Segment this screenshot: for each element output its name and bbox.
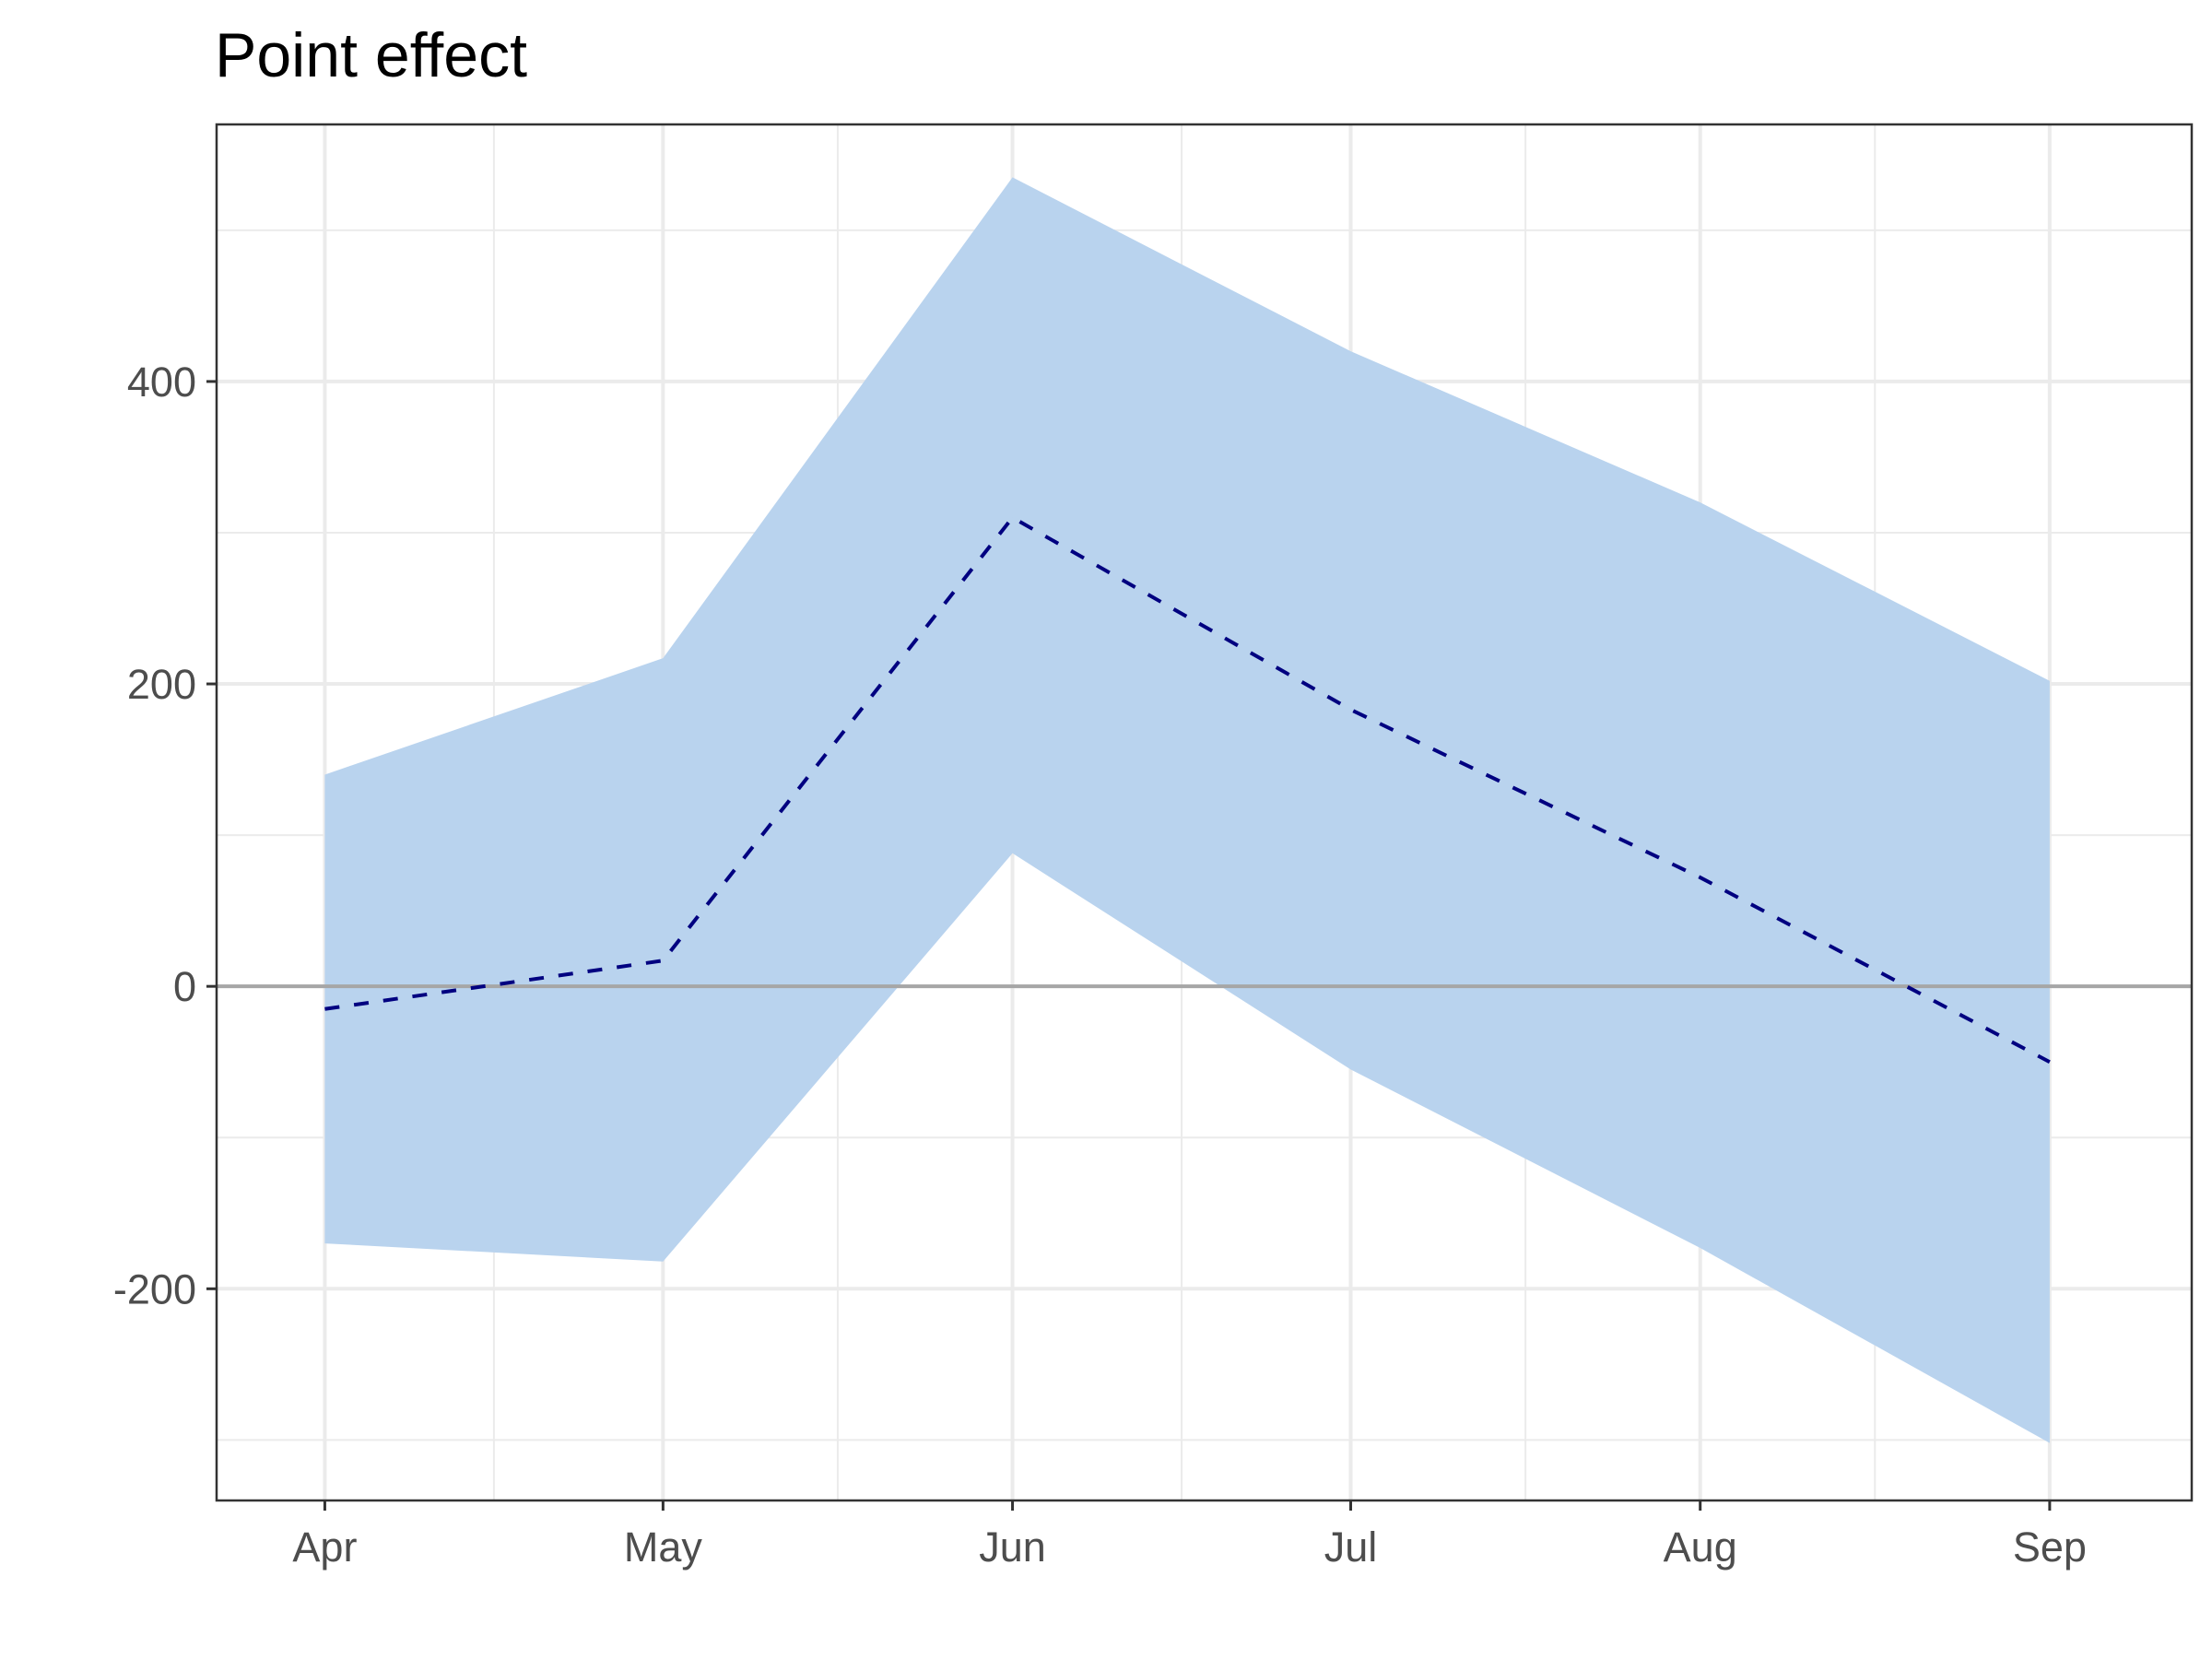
point-effect-dashed-line [324,515,2051,1064]
x-axis: Apr May Jun Jul Aug Sep [292,1500,2087,1571]
x-tick-label: Aug [1664,1524,1737,1571]
y-axis: -200 0 200 400 [113,359,217,1312]
x-tick-label: Jul [1324,1524,1378,1571]
confidence-band [324,177,2050,1443]
panel-border-rect [215,123,2194,1502]
x-tick-label: Sep [2013,1524,2087,1571]
chart-title: Point effect [215,20,527,90]
confidence-band-area [324,177,2050,1443]
panel-border [215,123,2194,1502]
y-tick-label: 200 [127,661,196,708]
y-tick-label: -200 [113,1265,196,1312]
x-tick-label: Jun [979,1524,1046,1571]
x-tick-label: Apr [292,1524,357,1571]
y-tick-label: 400 [127,359,196,406]
point-effect-line [324,515,2051,1064]
y-tick-label: 0 [173,963,196,1010]
x-tick-label: May [624,1524,703,1571]
